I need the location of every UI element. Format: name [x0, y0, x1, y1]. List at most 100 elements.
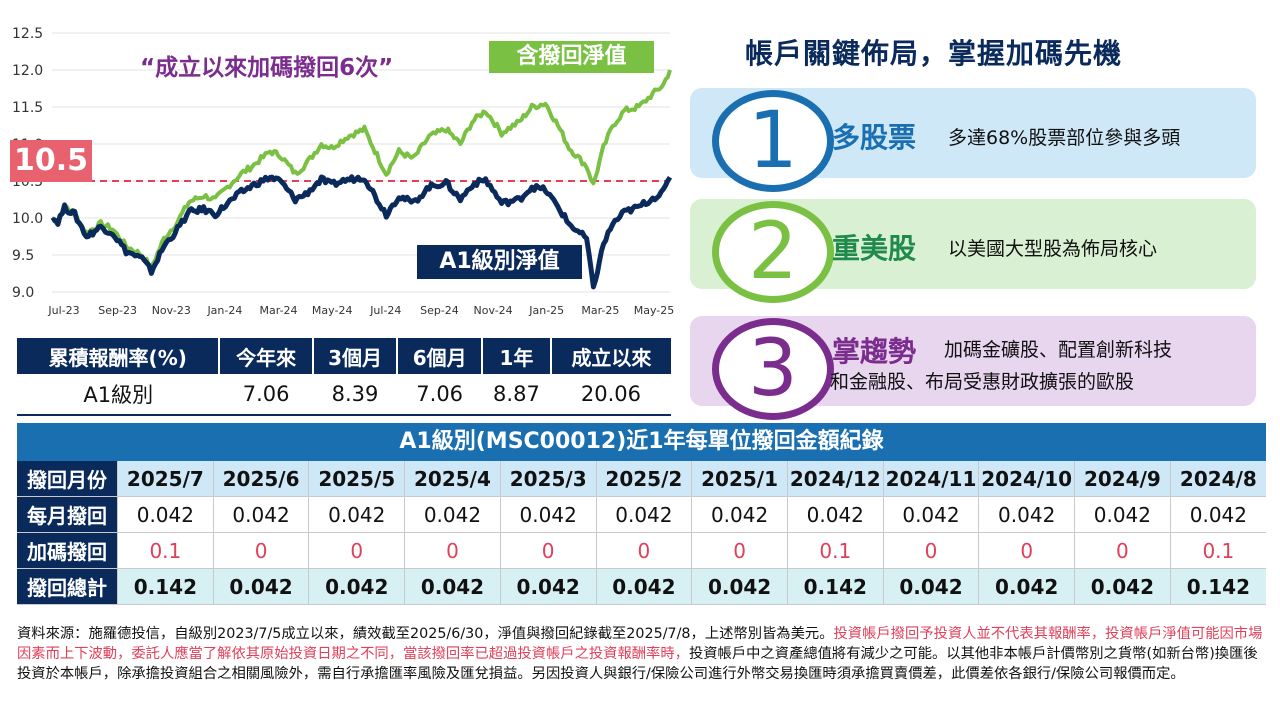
- x-tick-label: Jan-24: [206, 304, 242, 317]
- return-col-inception: 成立以來: [549, 338, 671, 374]
- dist-total-cell: 0.042: [499, 568, 597, 605]
- dist-month-cell: 2025/1: [691, 461, 788, 497]
- x-tick-label: May-24: [312, 304, 353, 317]
- footnote-source: 資料來源：施羅德投信，自級別2023/7/5成立以來，績效截至2025/6/30…: [17, 626, 834, 642]
- return-table-header-label: 累積報酬率(%): [17, 338, 220, 374]
- return-table-row: A1級別 7.06 8.39 7.06 8.87 20.06: [17, 374, 671, 416]
- dist-month-cell: 2024/11: [882, 461, 979, 497]
- dist-bonus-cell: 0.1: [786, 532, 884, 569]
- card-desc-3-line2: 和金融股、布局受惠財政擴張的歐股: [830, 371, 1135, 393]
- dist-total-cell: 0.042: [882, 568, 979, 605]
- return-value-6m: 7.06: [397, 374, 482, 416]
- x-tick-label: Mar-24: [260, 304, 298, 317]
- return-col-ytd: 今年來: [218, 338, 313, 374]
- dist-bonus-cell: 0.1: [117, 532, 214, 569]
- y-tick-label: 9.5: [12, 248, 34, 264]
- x-tick-label: Jul-23: [47, 304, 79, 317]
- series-line-with-distribution-nav: [51, 69, 672, 268]
- card-title-1: 多股票: [832, 121, 917, 154]
- x-tick-label: Sep-23: [98, 304, 137, 317]
- return-value-3m: 8.39: [312, 374, 398, 416]
- dist-total-cell: 0.042: [595, 568, 692, 605]
- dist-total-cell: 0.142: [1169, 568, 1266, 605]
- card-desc-2: 以美國大型股為佈局核心: [948, 238, 1158, 260]
- card-desc-3: 加碼金礦股、配置創新科技: [944, 339, 1173, 361]
- row-bonus: 加碼撥回 0.1 0 0 0 0 0 0 0.1 0 0 0 0.1: [17, 532, 1266, 569]
- dist-month-cell: 2025/4: [404, 461, 501, 497]
- number-circle-1: 1: [712, 90, 834, 192]
- chart-annotation: “成立以來加碼撥回6次”: [140, 55, 394, 81]
- row-months: 撥回月份 2025/7 2025/6 2025/5 2025/4 2025/3 2025/…: [17, 461, 1266, 497]
- card-title-3: 掌趨勢: [832, 335, 917, 368]
- return-table-header-row: 累積報酬率(%) 今年來 3個月 6個月 1年 成立以來: [17, 338, 671, 374]
- series-label-a1-nav: A1級別淨值: [417, 245, 582, 279]
- dist-monthly-cell: 0.042: [691, 496, 788, 533]
- y-tick-label: 10.0: [12, 211, 43, 227]
- card-desc-1: 多達68%股票部位參與多頭: [948, 127, 1181, 149]
- dist-monthly-cell: 0.042: [1169, 496, 1266, 533]
- series-line-a1-nav: [50, 174, 673, 290]
- dist-monthly-cell: 0.042: [882, 496, 979, 533]
- dist-bonus-cell: 0: [308, 532, 405, 569]
- feature-card-2: 2 重美股 以美國大型股為佈局核心: [690, 199, 1256, 303]
- dist-month-cell: 2024/8: [1169, 461, 1266, 497]
- return-col-3m: 3個月: [311, 338, 398, 374]
- row-header-bonus: 加碼撥回: [17, 532, 118, 569]
- x-tick-label: Mar-25: [581, 304, 619, 317]
- feature-card-1: 1 多股票 多達68%股票部位參與多頭: [690, 88, 1256, 192]
- distribution-record: A1級別(MSC00012)近1年每單位撥回金額紀錄 撥回月份 2025/7 20…: [17, 423, 1266, 605]
- dist-bonus-cell: 0: [691, 532, 788, 569]
- card-number-2: 2: [748, 207, 798, 297]
- number-circle-3: 3: [712, 318, 834, 420]
- return-col-1y: 1年: [480, 338, 551, 374]
- row-header-month: 撥回月份: [17, 461, 118, 497]
- dist-total-cell: 0.042: [404, 568, 501, 605]
- dist-total-cell: 0.142: [786, 568, 884, 605]
- y-tick-label: 12.0: [12, 63, 43, 79]
- return-value-inception: 20.06: [550, 374, 671, 416]
- x-tick-label: May-25: [634, 304, 675, 317]
- dist-total-cell: 0.042: [308, 568, 405, 605]
- dist-bonus-cell: 0: [404, 532, 501, 569]
- cumulative-return-table: 累積報酬率(%) 今年來 3個月 6個月 1年 成立以來 A1級別 7.06 8…: [17, 338, 671, 416]
- distribution-table: 撥回月份 2025/7 2025/6 2025/5 2025/4 2025/3 2025/…: [17, 461, 1266, 605]
- dist-bonus-cell: 0: [1074, 532, 1171, 569]
- x-tick-label: Sep-24: [420, 304, 459, 317]
- dist-total-cell: 0.042: [691, 568, 788, 605]
- return-value-1y: 8.87: [481, 374, 551, 416]
- dist-monthly-cell: 0.042: [117, 496, 214, 533]
- row-monthly: 每月撥回 0.042 0.042 0.042 0.042 0.042 0.042 0.042…: [17, 496, 1266, 533]
- dist-bonus-cell: 0.1: [1169, 532, 1266, 569]
- dist-month-cell: 2025/5: [308, 461, 405, 497]
- row-header-monthly: 每月撥回: [17, 496, 118, 533]
- dist-monthly-cell: 0.042: [978, 496, 1075, 533]
- dist-total-cell: 0.042: [978, 568, 1075, 605]
- dist-month-cell: 2025/6: [212, 461, 309, 497]
- dist-total-cell: 0.142: [117, 568, 214, 605]
- dist-month-cell: 2024/10: [978, 461, 1075, 497]
- dist-monthly-cell: 0.042: [212, 496, 309, 533]
- card-number-3: 3: [748, 324, 798, 414]
- reference-line-badge: 10.5: [10, 140, 92, 182]
- dist-bonus-cell: 0: [499, 532, 597, 569]
- x-tick-label: Jan-25: [528, 304, 564, 317]
- dist-month-cell: 2025/7: [117, 461, 214, 497]
- dist-monthly-cell: 0.042: [499, 496, 597, 533]
- dist-monthly-cell: 0.042: [308, 496, 405, 533]
- y-tick-label: 12.5: [12, 26, 43, 42]
- disclaimer-footnote: 資料來源：施羅德投信，自級別2023/7/5成立以來，績效截至2025/6/30…: [17, 624, 1267, 684]
- footnote-risk: 投資帳戶中之資產總值將有減少之可能。以其他非本帳戶計價幣別之貨幣(如新台幣)換匯…: [17, 646, 1258, 682]
- distribution-table-title: A1級別(MSC00012)近1年每單位撥回金額紀錄: [17, 423, 1266, 461]
- x-tick-label: Jul-24: [369, 304, 401, 317]
- x-tick-label: Nov-23: [152, 304, 191, 317]
- dist-month-cell: 2024/9: [1074, 461, 1171, 497]
- footnote-warning: 投資帳戶撥回予投資人並不代表其報酬率，投資帳戶淨值可能因市場因素而上下波動，委託…: [17, 626, 1263, 662]
- dist-monthly-cell: 0.042: [1074, 496, 1171, 533]
- number-circle-2: 2: [712, 201, 834, 303]
- dist-month-cell: 2024/12: [786, 461, 884, 497]
- return-col-6m: 6個月: [396, 338, 482, 374]
- dist-bonus-cell: 0: [595, 532, 692, 569]
- return-row-label: A1級別: [17, 374, 220, 416]
- y-tick-label: 9.0: [12, 285, 34, 301]
- dist-total-cell: 0.042: [212, 568, 309, 605]
